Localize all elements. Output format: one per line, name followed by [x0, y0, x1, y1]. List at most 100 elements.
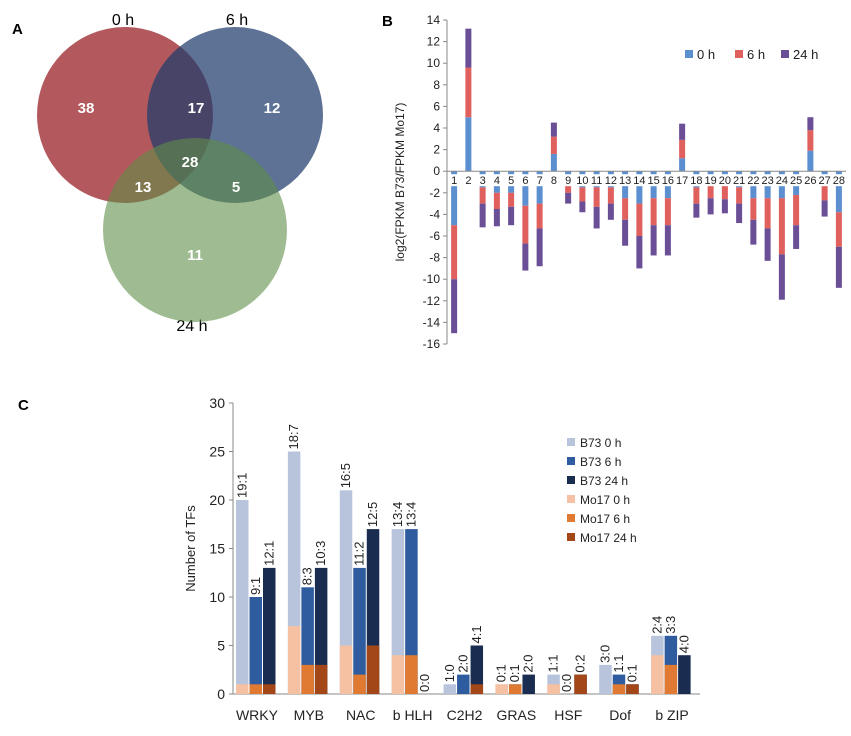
- venn-region-0h-6h: 17: [188, 100, 205, 117]
- bar-segment-20-24h: [721, 199, 728, 214]
- category-label-bg: [448, 174, 461, 187]
- bar-segment-5-24h: [508, 206, 515, 226]
- bar-segment-26-24h: [807, 117, 814, 131]
- bar-segment-17-6h: [679, 139, 686, 159]
- legend-label: B73 6 h: [580, 455, 621, 469]
- bar-segment-23-6h: [764, 198, 771, 229]
- tf-count-panel: C 0 5 10 15 20 25 30 Number of TFs 19:1 9:1 12:1 WR…: [18, 395, 700, 723]
- category-label: 28: [833, 175, 845, 187]
- category-label: 13: [619, 175, 631, 187]
- bar-segment-10-24h: [579, 201, 586, 213]
- bar-segment-22-24h: [750, 219, 757, 245]
- log2-ratio-chart: -16-14-12-10-8-6-4-202468101214log2(FPKM…: [393, 13, 846, 351]
- category-label-bg: [647, 174, 660, 187]
- data-label: 0:1: [624, 664, 639, 682]
- legend-label: 0 h: [697, 47, 715, 62]
- data-label: 3:3: [663, 616, 678, 634]
- y-tick-label: 5: [217, 638, 225, 654]
- bar-segment-14-0h: [636, 171, 643, 204]
- data-label: 10:3: [313, 541, 328, 566]
- bar-segment-24-24h: [778, 254, 785, 300]
- bar-segment-14-24h: [636, 236, 643, 269]
- data-label: 18:7: [286, 424, 301, 449]
- bar-mo17-NAC-6h: [353, 674, 366, 694]
- bar-segment-16-6h: [664, 198, 671, 226]
- bar-segment-10-6h: [579, 187, 586, 202]
- category-label-bg: [676, 174, 689, 187]
- legend-swatch-Mo17-0-h: [567, 495, 575, 503]
- tf-count-chart: 0 5 10 15 20 25 30 Number of TFs 19:1 9:1 12:1 WRKY…: [183, 395, 700, 723]
- y-tick-label: 8: [433, 78, 440, 92]
- data-label: 0:1: [507, 664, 522, 682]
- category-label: 9: [565, 175, 571, 187]
- data-label: 11:2: [352, 542, 367, 566]
- legend-swatch-0h: [685, 50, 693, 58]
- data-label: 9:1: [248, 577, 263, 595]
- bar-segment-26-0h: [807, 150, 814, 172]
- bar-b73-GRAS-24h: [522, 674, 535, 694]
- venn-label-6h: 6 h: [226, 12, 248, 29]
- category-label: 21: [733, 175, 745, 187]
- category-label: MYB: [294, 707, 324, 723]
- bar-segment-8-6h: [550, 136, 557, 154]
- bar-mo17-bZIP-6h: [664, 664, 678, 694]
- bar-segment-21-24h: [736, 203, 743, 224]
- bar-segment-27-24h: [821, 200, 828, 217]
- category-label-bg: [633, 174, 646, 187]
- bar-mo17-Dof-24h: [626, 684, 639, 694]
- category-label: Dof: [609, 707, 631, 723]
- category-label-bg: [747, 174, 760, 187]
- data-label: 4:1: [469, 625, 484, 643]
- bar-segment-28-6h: [835, 212, 842, 247]
- bar-segment-9-6h: [565, 179, 572, 193]
- category-label: 19: [705, 175, 717, 187]
- legend-swatch-6h: [735, 50, 743, 58]
- y-tick-label: 0: [217, 686, 225, 702]
- data-label: 16:5: [338, 463, 353, 488]
- bar-b73-C2H2-0h: [443, 684, 457, 694]
- category-label: 22: [747, 175, 759, 187]
- data-label: 2:0: [521, 655, 536, 673]
- category-label-bg: [733, 174, 746, 187]
- venn-circle-24h: [103, 138, 287, 322]
- bar-segment-7-24h: [536, 228, 543, 267]
- y-tick-label: 15: [209, 541, 225, 557]
- bar-segment-21-6h: [736, 187, 743, 204]
- legend-label: B73 0 h: [580, 436, 621, 450]
- bar-segment-3-24h: [479, 203, 486, 228]
- bar-segment-2-24h: [465, 28, 472, 68]
- bar-b73-MYB-24h: [314, 567, 328, 694]
- bar-segment-8-24h: [550, 122, 557, 137]
- bar-segment-1-24h: [451, 279, 458, 334]
- category-label: b HLH: [393, 707, 433, 723]
- legend-label: B73 24 h: [580, 474, 628, 488]
- category-label: 6: [522, 175, 528, 187]
- category-label-bg: [790, 174, 803, 187]
- category-label-bg: [547, 174, 560, 187]
- category-label: 26: [804, 175, 816, 187]
- bar-mo17-C2H2-24h: [470, 684, 484, 694]
- bar-mo17-MYB-24h: [314, 664, 328, 694]
- category-label: NAC: [346, 707, 376, 723]
- bar-segment-24-6h: [778, 198, 785, 255]
- bar-segment-5-6h: [508, 192, 515, 207]
- legend-label: Mo17 24 h: [580, 531, 637, 545]
- bar-segment-20-6h: [721, 185, 728, 200]
- data-label: 2:0: [455, 655, 470, 673]
- bar-segment-28-0h: [835, 171, 842, 213]
- y-tick-label: -16: [423, 337, 441, 351]
- bar-segment-18-6h: [693, 187, 700, 204]
- bar-segment-6-0h: [522, 171, 529, 206]
- venn-region-only-24h: 11: [187, 247, 203, 264]
- y-tick-label: 0: [433, 164, 440, 178]
- bar-mo17-WRKY-6h: [249, 684, 262, 694]
- bar-segment-11-6h: [593, 187, 600, 207]
- panel-label-b: B: [382, 13, 393, 30]
- bar-segment-7-0h: [536, 171, 543, 204]
- y-tick-label: -12: [423, 294, 441, 308]
- category-label: 12: [605, 175, 617, 187]
- category-label: 4: [494, 175, 500, 187]
- venn-region-0h-24h: 13: [135, 179, 152, 196]
- category-label: 20: [719, 175, 731, 187]
- legend-swatch-Mo17-24-h: [567, 533, 575, 541]
